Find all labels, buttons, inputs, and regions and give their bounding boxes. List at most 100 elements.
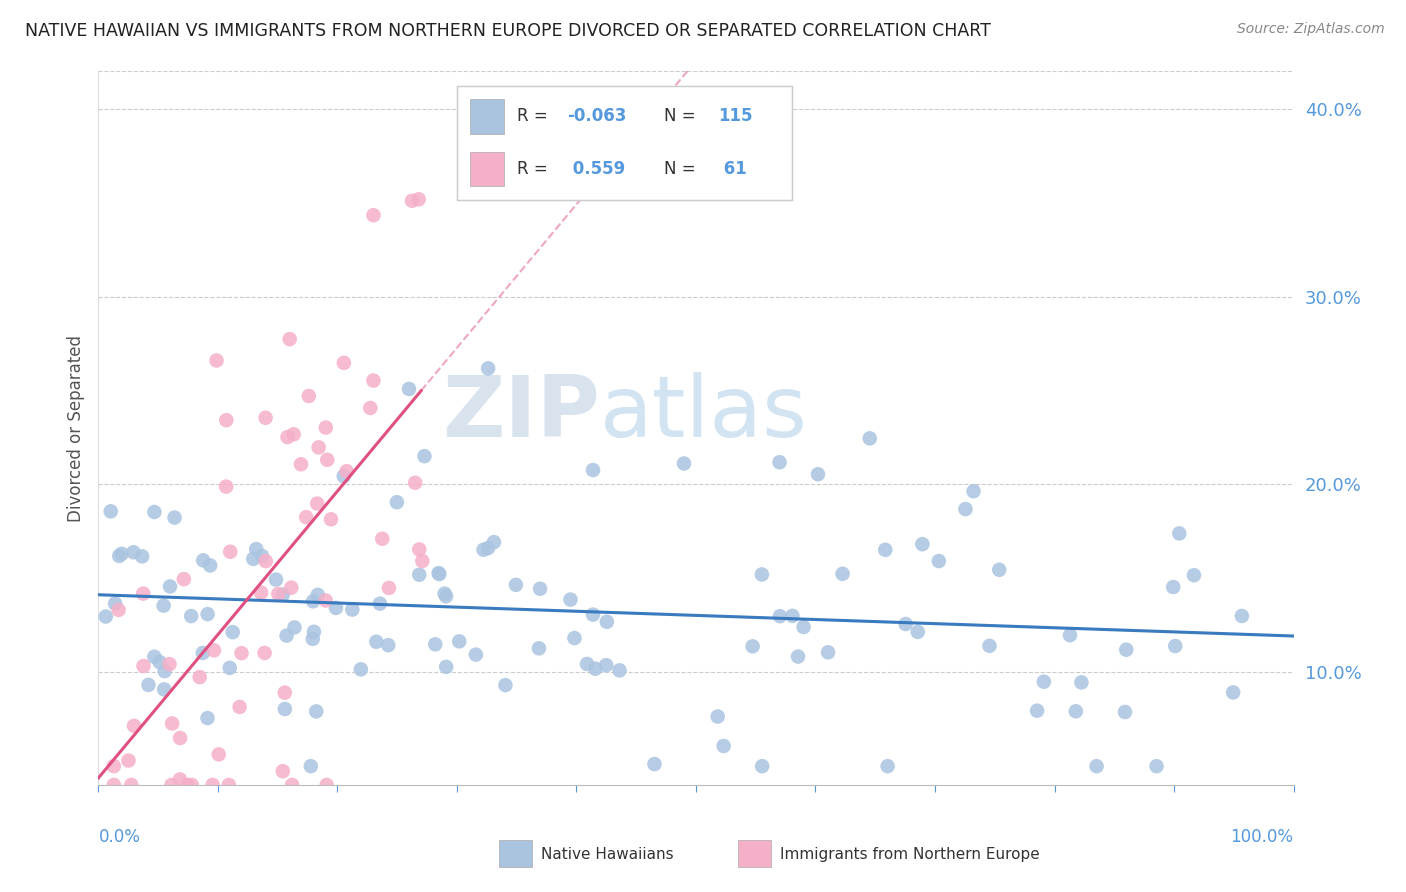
Point (596, 615, 619, 629)
Point (1032, 674, 1054, 689)
Point (94, 609, 117, 624)
Point (876, 759, 898, 773)
Point (713, 739, 735, 753)
Point (768, 455, 790, 469)
Point (875, 542, 897, 557)
Point (290, 457, 312, 471)
Point (131, 549, 153, 564)
Point (425, 637, 447, 651)
Point (222, 625, 245, 640)
Point (494, 678, 516, 692)
Point (250, 549, 273, 563)
Point (117, 754, 139, 768)
Point (278, 332, 301, 346)
Point (336, 464, 359, 478)
Point (401, 194, 423, 208)
Point (560, 592, 582, 607)
Point (160, 716, 183, 731)
Point (201, 778, 224, 792)
Point (176, 778, 198, 792)
FancyBboxPatch shape (499, 840, 533, 867)
Point (1164, 639, 1187, 653)
Point (609, 664, 631, 678)
Point (582, 463, 605, 477)
Point (302, 594, 325, 608)
Point (280, 581, 302, 595)
Point (1115, 642, 1137, 657)
Point (988, 563, 1011, 577)
Point (153, 682, 176, 697)
Point (911, 537, 934, 551)
Point (782, 608, 804, 623)
Point (319, 512, 342, 526)
Point (276, 430, 298, 444)
Point (576, 657, 599, 671)
Text: atlas: atlas (600, 372, 808, 456)
Point (267, 587, 290, 601)
Point (305, 705, 328, 719)
Point (274, 702, 297, 716)
Point (1168, 526, 1191, 541)
Point (242, 552, 264, 566)
Point (103, 778, 125, 792)
Point (404, 475, 426, 490)
Point (143, 649, 166, 664)
Point (643, 757, 665, 772)
Point (378, 581, 401, 595)
Point (408, 192, 430, 206)
Point (325, 601, 347, 615)
Point (271, 588, 294, 602)
Text: NATIVE HAWAIIAN VS IMMIGRANTS FROM NORTHERN EUROPE DIVORCED OR SEPARATED CORRELA: NATIVE HAWAIIAN VS IMMIGRANTS FROM NORTH… (25, 22, 991, 40)
Point (928, 554, 950, 568)
Point (202, 643, 225, 657)
Point (366, 634, 388, 648)
Point (472, 542, 495, 557)
Point (413, 449, 436, 463)
Point (315, 593, 337, 607)
Point (363, 208, 385, 222)
Point (434, 589, 457, 603)
Point (191, 553, 214, 567)
Point (253, 646, 276, 660)
Point (787, 649, 810, 664)
Point (385, 495, 408, 509)
Point (205, 353, 228, 368)
Point (527, 641, 550, 656)
Point (215, 479, 238, 493)
Point (143, 505, 166, 519)
Point (264, 573, 287, 587)
Point (301, 632, 323, 646)
Point (180, 778, 202, 792)
Point (1085, 759, 1108, 773)
Point (1182, 568, 1205, 582)
Point (103, 759, 125, 773)
Point (219, 545, 242, 559)
Point (197, 711, 219, 725)
Point (793, 620, 815, 634)
Point (377, 638, 399, 652)
Point (583, 662, 606, 676)
Point (254, 554, 277, 568)
Point (595, 658, 617, 673)
Point (751, 567, 773, 582)
Point (218, 661, 240, 675)
Point (218, 778, 240, 792)
Point (427, 567, 450, 582)
Text: Native Hawaiians: Native Hawaiians (541, 847, 673, 862)
Point (198, 558, 221, 573)
Point (477, 541, 499, 556)
Point (1059, 628, 1081, 642)
Point (408, 542, 430, 557)
Point (1222, 685, 1244, 699)
Point (173, 572, 195, 586)
Point (741, 640, 763, 654)
Y-axis label: Divorced or Separated: Divorced or Separated (66, 334, 84, 522)
Point (281, 778, 304, 792)
Point (1230, 609, 1253, 624)
Point (315, 778, 337, 792)
Point (505, 578, 527, 592)
Point (477, 361, 499, 376)
Point (122, 719, 145, 733)
Text: Immigrants from Northern Europe: Immigrants from Northern Europe (779, 847, 1039, 862)
Point (104, 597, 127, 611)
